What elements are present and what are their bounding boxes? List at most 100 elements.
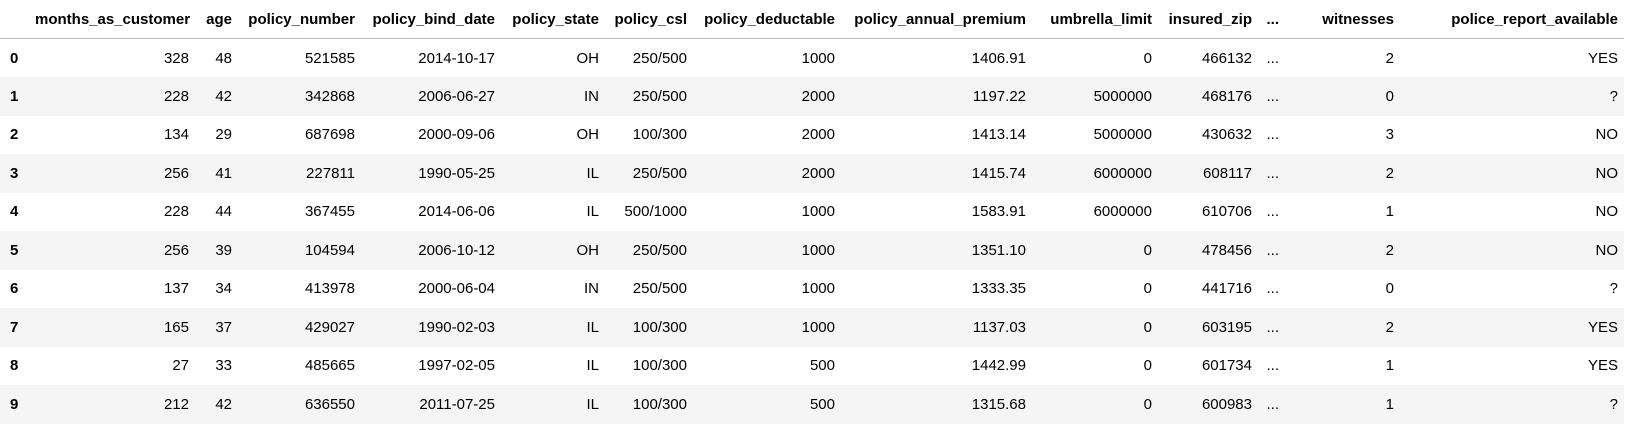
table-cell: 2011-07-25 <box>419 395 495 413</box>
table-cell: 37 <box>215 318 232 336</box>
table-cell: 228 <box>163 203 189 221</box>
column-header: umbrella_limit <box>1032 0 1158 39</box>
column-header: policy_state <box>501 0 605 39</box>
table-cell: 137 <box>163 280 189 298</box>
table-cell: IL <box>586 395 599 413</box>
table-cell: NO <box>1595 241 1619 259</box>
table-cell: 29 <box>215 126 232 144</box>
table-cell: 250/500 <box>632 241 687 259</box>
row-index: 7 <box>10 318 19 336</box>
table-cell: 429027 <box>304 318 355 336</box>
table-cell-ellipsis: ... <box>1266 203 1279 221</box>
table-cell: IN <box>584 280 599 298</box>
table-cell: 228 <box>163 87 189 105</box>
column-header: insured_zip <box>1158 0 1258 39</box>
column-header: policy_number <box>238 0 361 39</box>
table-cell-ellipsis: ... <box>1266 280 1279 298</box>
table-row: 3 256 41 227811 1990-05-25 IL 250/500 2000 1415.… <box>0 154 1624 193</box>
table-cell: 42 <box>215 87 232 105</box>
table-cell-ellipsis: ... <box>1266 49 1279 67</box>
table-cell: 2000 <box>801 87 835 105</box>
table-cell: 1000 <box>801 49 835 67</box>
row-index: 8 <box>10 357 19 375</box>
table-cell-ellipsis: ... <box>1266 357 1279 375</box>
table-cell: 1997-02-05 <box>418 357 495 375</box>
table-cell: 610706 <box>1201 203 1252 221</box>
table-cell: 1 <box>1385 395 1394 413</box>
row-index: 5 <box>10 241 19 259</box>
table-cell: 0 <box>1143 49 1152 67</box>
table-cell: 2 <box>1385 241 1394 259</box>
table-cell: 603195 <box>1201 318 1252 336</box>
table-cell-ellipsis: ... <box>1266 126 1279 144</box>
table-cell: NO <box>1595 126 1619 144</box>
table-cell: 250/500 <box>632 87 687 105</box>
row-index: 9 <box>10 395 19 413</box>
table-cell-ellipsis: ... <box>1266 318 1279 336</box>
table-cell: 1000 <box>801 280 835 298</box>
column-header: months_as_customer <box>29 0 195 39</box>
table-cell: 1 <box>1385 357 1394 375</box>
column-header: policy_bind_date <box>361 0 501 39</box>
table-cell: 1415.74 <box>971 164 1026 182</box>
table-cell: OH <box>576 49 600 67</box>
table-cell: 466132 <box>1201 49 1252 67</box>
table-cell: 2006-10-12 <box>418 241 495 259</box>
table-cell: 0 <box>1385 280 1394 298</box>
table-cell: 33 <box>215 357 232 375</box>
table-cell: 6000000 <box>1093 164 1152 182</box>
table-row: 4 228 44 367455 2014-06-06 IL 500/1000 1000 1583… <box>0 193 1624 232</box>
table-cell: OH <box>576 241 600 259</box>
table-cell-ellipsis: ... <box>1266 164 1279 182</box>
table-cell: 48 <box>215 49 232 67</box>
table-cell: 0 <box>1143 357 1152 375</box>
table-cell: 134 <box>163 126 189 144</box>
table-cell: 250/500 <box>632 49 687 67</box>
table-cell: 0 <box>1385 87 1394 105</box>
table-row: 6 137 34 413978 2000-06-04 IN 250/500 1000 1333.… <box>0 270 1624 309</box>
header-row: months_as_customer age policy_number pol… <box>0 0 1624 39</box>
table-cell: 212 <box>163 395 189 413</box>
table-cell: 3 <box>1385 126 1394 144</box>
table-cell: 0 <box>1143 395 1152 413</box>
row-index: 6 <box>10 280 19 298</box>
table-cell: 100/300 <box>632 357 687 375</box>
column-header: age <box>195 0 238 39</box>
table-row: 9 212 42 636550 2011-07-25 IL 100/300 500 1315.6… <box>0 385 1624 424</box>
table-cell: OH <box>576 126 600 144</box>
table-cell: 468176 <box>1201 87 1252 105</box>
table-cell: 687698 <box>304 126 355 144</box>
table-cell: 2014-10-17 <box>418 49 495 67</box>
table-cell: 413978 <box>304 280 355 298</box>
table-cell: 1583.91 <box>971 203 1026 221</box>
table-cell: 328 <box>163 49 189 67</box>
table-cell: 2014-06-06 <box>418 203 495 221</box>
table-cell: 100/300 <box>632 395 687 413</box>
table-cell: 1990-05-25 <box>418 164 495 182</box>
table-cell: 2006-06-27 <box>418 87 495 105</box>
table-cell: 601734 <box>1201 357 1252 375</box>
row-index: 2 <box>10 126 19 144</box>
table-cell: ? <box>1609 87 1618 105</box>
column-header: policy_deductable <box>693 0 841 39</box>
table-cell: 2000 <box>801 126 835 144</box>
table-cell: YES <box>1587 357 1618 375</box>
table-row: 8 27 33 485665 1997-02-05 IL 100/300 500 1442.99… <box>0 347 1624 386</box>
table-cell-ellipsis: ... <box>1266 241 1279 259</box>
table-cell: NO <box>1595 203 1619 221</box>
table-cell: 165 <box>163 318 189 336</box>
table-cell: 478456 <box>1201 241 1252 259</box>
row-index: 4 <box>10 203 19 221</box>
table-cell: YES <box>1587 49 1618 67</box>
column-header: witnesses <box>1285 0 1400 39</box>
table-cell: 39 <box>215 241 232 259</box>
table-cell: IL <box>586 357 599 375</box>
table-cell: 2000 <box>801 164 835 182</box>
table-cell: 500 <box>809 395 835 413</box>
table-cell: 1990-02-03 <box>418 318 495 336</box>
table-cell: 6000000 <box>1093 203 1152 221</box>
table-cell: ? <box>1609 395 1618 413</box>
table-cell: 100/300 <box>632 318 687 336</box>
table-row: 7 165 37 429027 1990-02-03 IL 100/300 1000 1137.… <box>0 308 1624 347</box>
table-cell: YES <box>1587 318 1618 336</box>
